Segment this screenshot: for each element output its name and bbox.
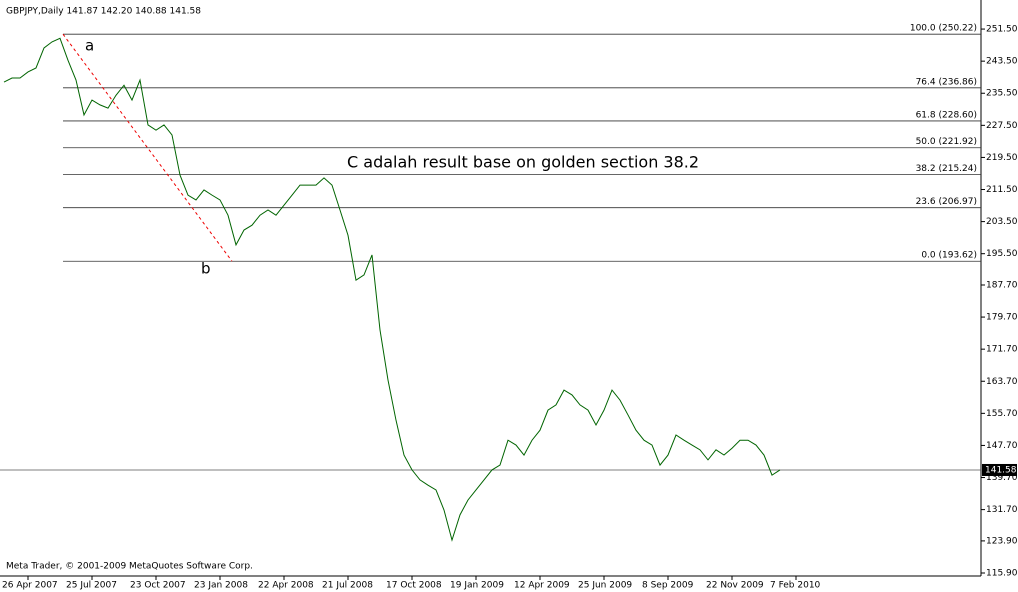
fib-label: 76.4 (236.86) [916,77,977,87]
fib-label: 23.6 (206.97) [916,197,977,207]
y-tick-label: 171.70 [986,345,1018,355]
x-tick-label: 7 Feb 2010 [770,581,821,591]
x-tick-label: 23 Jan 2008 [194,581,248,591]
y-tick-label: 251.50 [986,25,1018,35]
x-tick-label: 22 Nov 2009 [706,581,764,591]
y-tick-label: 243.50 [986,57,1018,67]
trend-line [62,33,233,262]
x-tick-label: 19 Jan 2009 [450,581,504,591]
fib-label: 0.0 (193.62) [921,251,977,261]
x-tick-label: 23 Oct 2007 [130,581,186,591]
price-line-series [3,37,781,542]
price-box [982,463,1017,476]
y-tick-label: 163.70 [986,377,1018,387]
y-tick-label: 203.50 [986,217,1018,227]
y-tick-label: 139.70 [986,473,1018,483]
y-tick-label: 235.50 [986,89,1018,99]
y-tick-label: 131.70 [986,505,1018,515]
fib-label: 50.0 (221.92) [916,137,977,147]
x-tick-label: 17 Oct 2008 [386,581,442,591]
fib-label: 100.0 (250.22) [910,24,977,34]
price-label: 141.58 [985,465,1017,475]
footer: Meta Trader, © 2001-2009 MetaQuotes Soft… [6,562,253,572]
y-tick-label: 147.70 [986,441,1018,451]
y-tick-label: 123.90 [986,536,1018,546]
y-tick-label: 187.70 [986,280,1018,290]
x-tick-label: 8 Sep 2009 [642,581,694,591]
y-tick-label: 115.90 [986,568,1018,578]
chart-title: GBPJPY,Daily 141.87 142.20 140.88 141.58 [6,7,201,17]
annotation: a [85,37,94,55]
x-tick-label: 25 Jul 2007 [66,581,117,591]
y-tick-label: 227.50 [986,121,1018,131]
y-tick-label: 211.50 [986,185,1018,195]
y-tick-label: 195.50 [986,249,1018,259]
y-tick-label: 179.70 [986,313,1018,323]
x-tick-label: 21 Jul 2008 [322,581,373,591]
y-tick-label: 219.50 [986,153,1018,163]
y-tick-label: 155.70 [986,409,1018,419]
x-tick-label: 12 Apr 2009 [514,581,570,591]
annotation: C adalah result base on golden section 3… [347,153,699,172]
fib-label: 38.2 (215.24) [916,164,977,174]
x-tick-label: 26 Apr 2007 [2,581,58,591]
x-tick-label: 22 Apr 2008 [258,581,314,591]
x-tick-label: 25 Jun 2009 [578,581,632,591]
fib-label: 61.8 (228.60) [916,110,977,120]
annotation: b [201,260,211,278]
